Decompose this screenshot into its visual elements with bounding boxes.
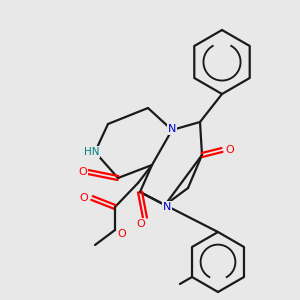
Text: N: N <box>163 202 171 212</box>
Text: HN: HN <box>84 147 100 157</box>
Text: O: O <box>136 219 146 229</box>
Text: O: O <box>80 193 88 203</box>
Text: O: O <box>79 167 87 177</box>
Text: O: O <box>118 229 126 239</box>
Text: O: O <box>226 145 234 155</box>
Text: N: N <box>168 124 176 134</box>
